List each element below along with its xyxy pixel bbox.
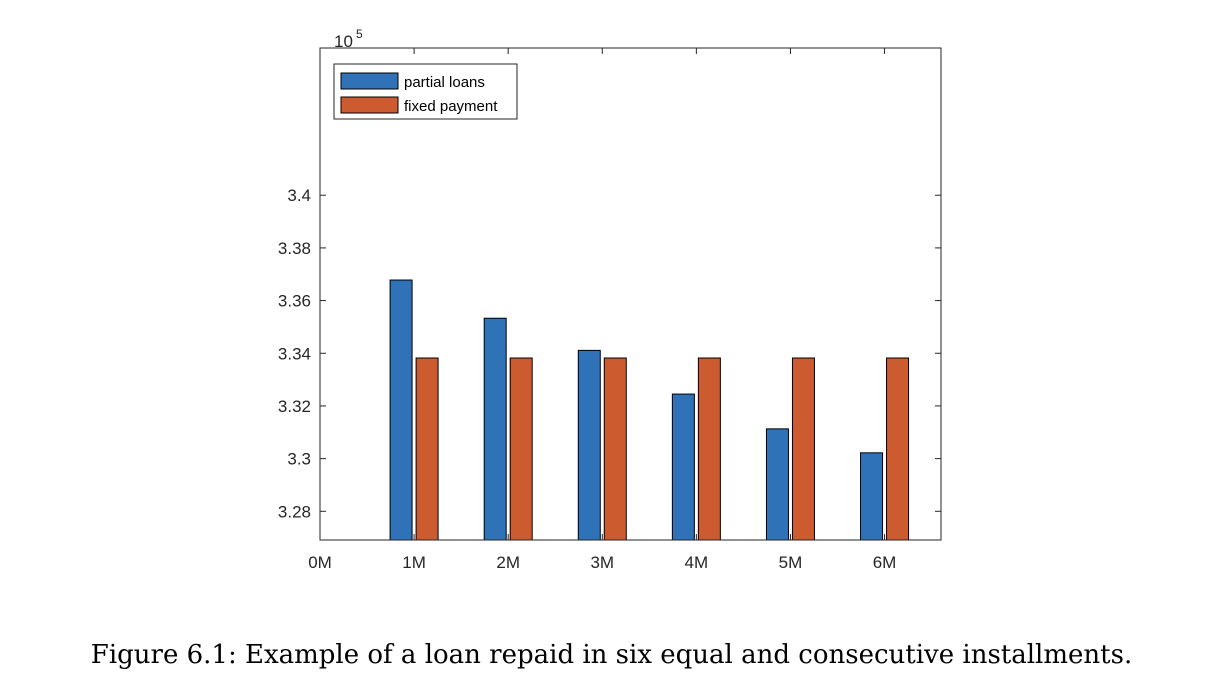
x-tick-label: 4M <box>685 553 709 572</box>
x-tick-label: 0M <box>308 553 332 572</box>
legend: partial loans fixed payment <box>333 63 518 120</box>
x-tick-label: 1M <box>402 553 426 572</box>
bar-partial-loans-3m <box>577 349 601 541</box>
exponent-base: 10 <box>334 32 353 51</box>
y-tick-label: 3.34 <box>278 344 311 363</box>
legend-label-partial-loans: partial loans <box>404 74 485 91</box>
x-tick-label: 3M <box>590 553 614 572</box>
bars-group <box>389 279 910 541</box>
bar-partial-loans-5m <box>765 428 789 541</box>
legend-swatch-fixed-payment <box>340 96 399 114</box>
x-tick-label: 2M <box>496 553 520 572</box>
x-tick-labels: 0M 1M 2M 3M 4M 5M 6M <box>308 553 896 572</box>
ticks-group <box>319 48 941 540</box>
bar-partial-loans-6m <box>860 452 884 541</box>
bar-fixed-payment-6m <box>886 357 910 541</box>
bar-fixed-payment-1m <box>415 357 439 541</box>
x-tick-label: 5M <box>779 553 803 572</box>
bar-fixed-payment-3m <box>603 357 627 541</box>
bar-partial-loans-4m <box>671 393 695 541</box>
y-tick-label: 3.4 <box>287 186 311 205</box>
bar-fixed-payment-5m <box>791 357 815 541</box>
y-tick-label: 3.38 <box>278 239 311 258</box>
y-tick-label: 3.28 <box>278 502 311 521</box>
axes-box <box>319 47 942 541</box>
y-tick-label: 3.36 <box>278 292 311 311</box>
y-tick-labels: 3.28 3.3 3.32 3.34 3.36 3.38 3.4 <box>278 186 311 521</box>
bar-fixed-payment-4m <box>697 357 721 541</box>
y-tick-label: 3.32 <box>278 397 311 416</box>
y-tick-label: 3.3 <box>287 450 311 469</box>
bar-fixed-payment-2m <box>509 357 533 541</box>
bar-partial-loans-1m <box>389 279 413 541</box>
bar-partial-loans-2m <box>483 317 507 541</box>
legend-label-fixed-payment: fixed payment <box>404 98 498 115</box>
exponent-power: 5 <box>356 27 363 41</box>
x-tick-label: 6M <box>873 553 897 572</box>
figure-caption: Figure 6.1: Example of a loan repaid in … <box>90 640 1133 670</box>
legend-swatch-partial-loans <box>340 72 399 90</box>
